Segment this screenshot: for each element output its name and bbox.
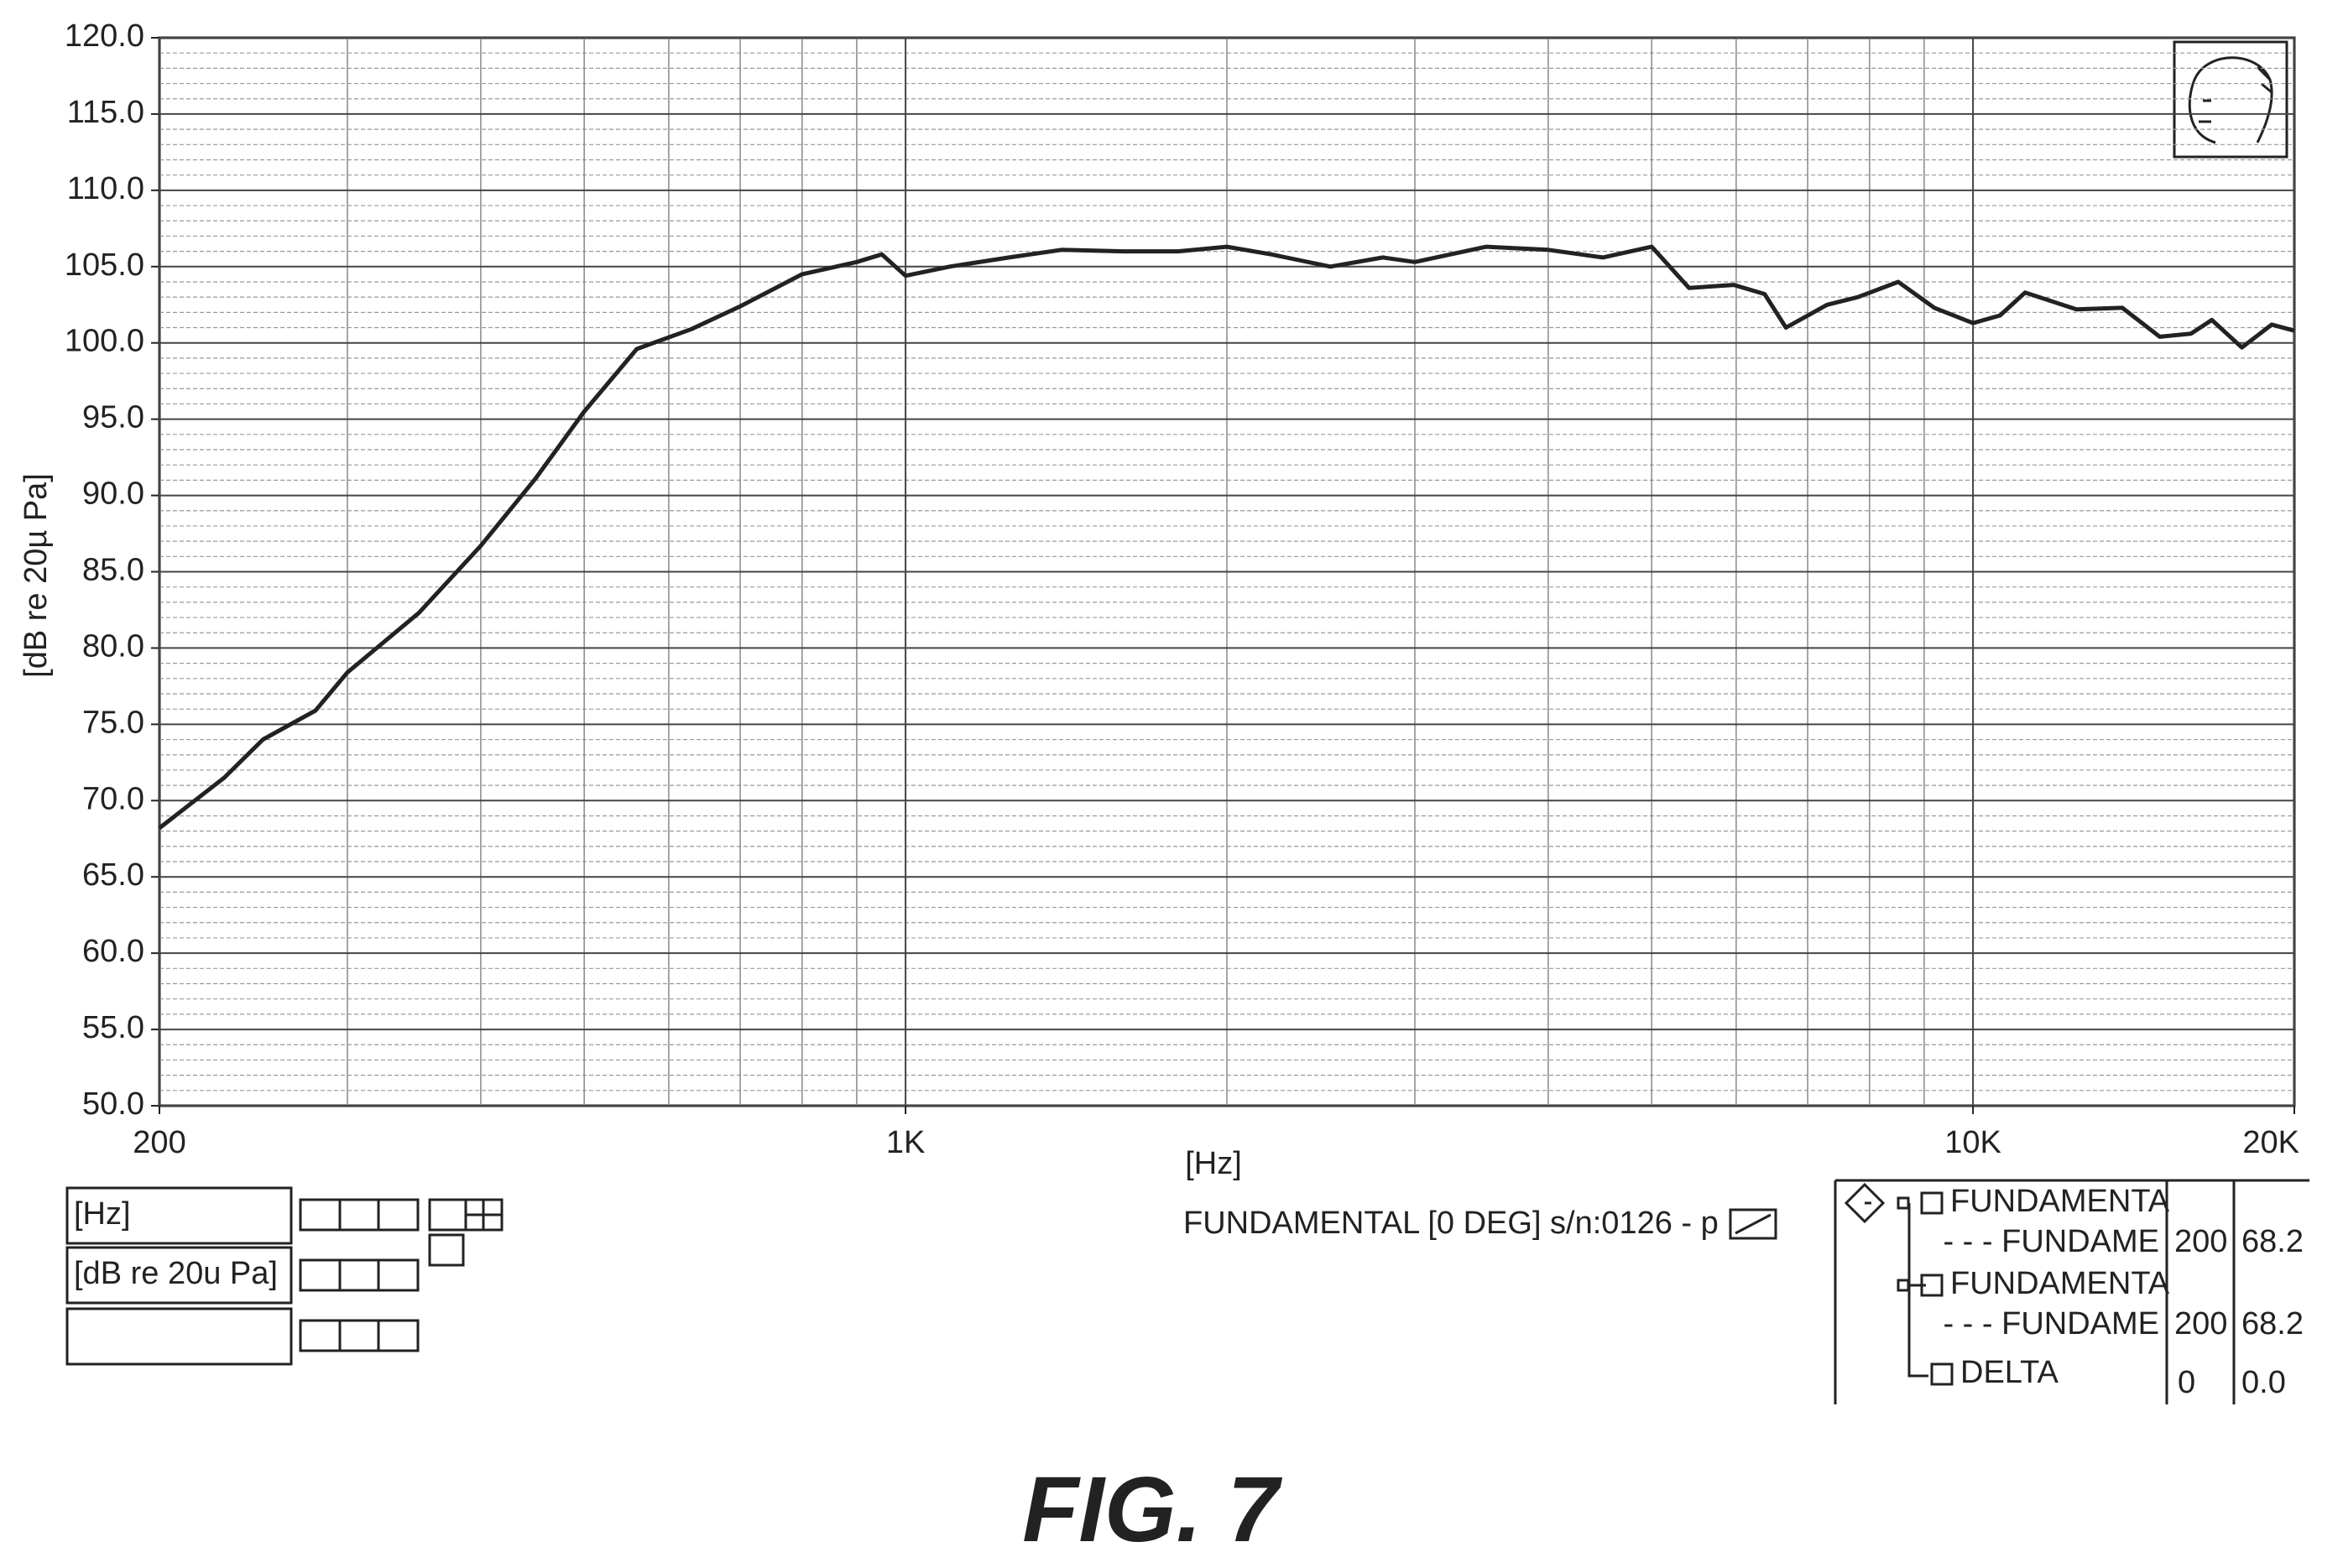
y-tick-label: 90.0 bbox=[82, 477, 144, 512]
input-text: [dB re 20u Pa] bbox=[74, 1256, 278, 1291]
y-tick-label: 70.0 bbox=[82, 781, 144, 816]
y-tick-label: 80.0 bbox=[82, 628, 144, 664]
y-tick-label: 110.0 bbox=[67, 171, 144, 206]
button-group[interactable] bbox=[299, 1258, 420, 1292]
data-line bbox=[158, 244, 2295, 830]
legend-text: FUNDAMENTAL [0 DEG] s/n:0126 - p bbox=[1183, 1206, 1719, 1241]
y-tick-label: 50.0 bbox=[82, 1086, 144, 1122]
y-tick-label: 95.0 bbox=[82, 400, 144, 435]
y-tick-label: 105.0 bbox=[65, 247, 144, 283]
tree-label: FUNDAMENTA bbox=[1950, 1266, 2170, 1301]
y-tick-label: 85.0 bbox=[82, 553, 144, 588]
tree-value: 68.2 bbox=[2241, 1306, 2304, 1341]
tree-value: 200 bbox=[2174, 1224, 2227, 1259]
y-tick-label: 115.0 bbox=[67, 95, 144, 130]
input-box[interactable] bbox=[65, 1307, 293, 1366]
input-box[interactable] bbox=[65, 1186, 293, 1245]
tree-value: 0.0 bbox=[2241, 1365, 2286, 1400]
tree-value: 0 bbox=[2178, 1365, 2195, 1400]
tree-value: 68.2 bbox=[2241, 1224, 2304, 1259]
tree-label: - - - FUNDAME bbox=[1943, 1224, 2159, 1259]
head-icon bbox=[2173, 40, 2288, 159]
button-group[interactable] bbox=[299, 1198, 420, 1232]
y-tick-label: 55.0 bbox=[82, 1010, 144, 1045]
tree-panel bbox=[1834, 1179, 2309, 1404]
button[interactable] bbox=[428, 1233, 465, 1267]
tree-label: - - - FUNDAME bbox=[1943, 1306, 2159, 1341]
x-tick-label: 20K bbox=[2242, 1125, 2299, 1160]
input-box[interactable] bbox=[65, 1246, 293, 1305]
tree-label: DELTA bbox=[1960, 1355, 2059, 1390]
input-text: [Hz] bbox=[74, 1196, 131, 1232]
x-tick-label: 10K bbox=[1944, 1125, 2001, 1160]
tree-label: FUNDAMENTA bbox=[1950, 1184, 2170, 1219]
y-tick-label: 100.0 bbox=[65, 324, 144, 359]
y-tick-label: 75.0 bbox=[82, 705, 144, 740]
x-axis-label: [Hz] bbox=[1185, 1146, 1242, 1181]
y-tick-label: 120.0 bbox=[65, 18, 144, 54]
y-axis-label: [dB re 20µ Pa] bbox=[18, 473, 54, 678]
x-tick-label: 200 bbox=[133, 1125, 185, 1160]
toolbar-buttons bbox=[299, 1198, 504, 1352]
input-boxes bbox=[65, 1186, 293, 1366]
y-tick-label: 60.0 bbox=[82, 934, 144, 969]
legend-swatch bbox=[1729, 1208, 1777, 1240]
tree-value: 200 bbox=[2174, 1306, 2227, 1341]
x-tick-label: 1K bbox=[886, 1125, 925, 1160]
y-tick-label: 65.0 bbox=[82, 857, 144, 893]
caption: FIG. 7 bbox=[1022, 1458, 1282, 1561]
button-group[interactable] bbox=[299, 1319, 420, 1352]
